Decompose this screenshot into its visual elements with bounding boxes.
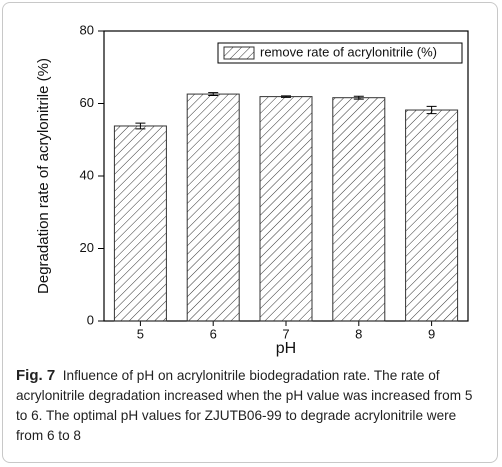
error-bar — [135, 122, 146, 130]
figure-frame — [2, 2, 498, 463]
chart: pH Degradation rate of acrylonitrile (%)… — [35, 22, 469, 357]
x-tick-label: 5 — [137, 326, 144, 341]
error-bar — [353, 95, 364, 100]
y-tick-label: 20 — [80, 240, 94, 255]
bar — [405, 109, 459, 322]
y-tick-label: 40 — [80, 167, 94, 182]
caption-text: Influence of pH on acrylonitrile biodegr… — [16, 368, 473, 443]
bar — [186, 93, 240, 322]
caption: Fig. 7 Influence of pH on acrylonitrile … — [16, 366, 486, 446]
x-tick-label: 8 — [355, 326, 362, 341]
y-tick-label: 0 — [87, 312, 94, 327]
y-axis-label: Degradation rate of acrylonitrile (%) — [35, 58, 52, 294]
caption-label: Fig. 7 — [16, 367, 56, 384]
y-tick-label: 60 — [80, 95, 94, 110]
legend-swatch — [223, 46, 255, 60]
x-tick-label: 6 — [210, 326, 217, 341]
error-bar — [281, 95, 291, 98]
x-tick-label: 7 — [282, 326, 289, 341]
legend-label: remove rate of acrylonitrile (%) — [260, 44, 437, 59]
error-bar — [208, 92, 219, 97]
x-tick-label: 9 — [428, 326, 435, 341]
legend-box — [217, 42, 463, 64]
bar — [113, 125, 167, 322]
y-tick-label: 80 — [80, 22, 94, 37]
bar — [259, 96, 313, 322]
x-axis-label: pH — [276, 340, 296, 357]
bar — [332, 97, 386, 322]
error-bar — [426, 105, 437, 115]
